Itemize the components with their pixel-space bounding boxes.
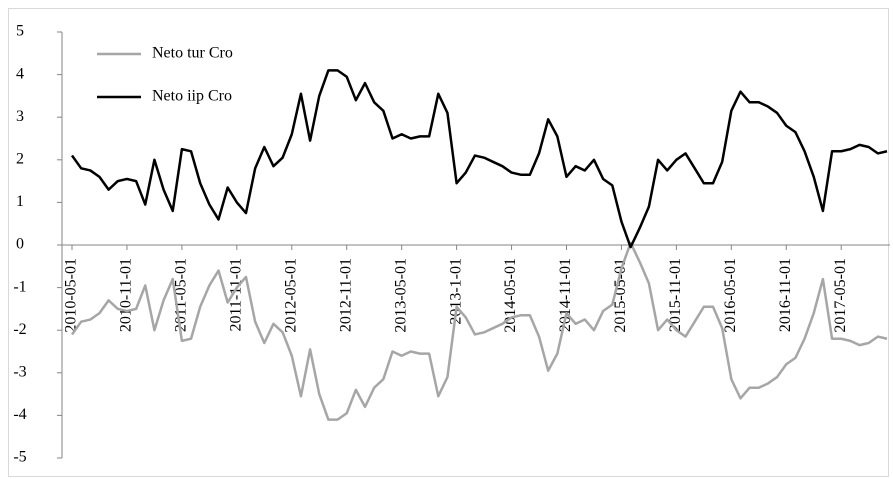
x-tick-label: 2015-11-01 — [667, 258, 684, 332]
x-tick-label: 2016-11-01 — [777, 258, 794, 332]
x-tick-label: 2013-1-01 — [447, 258, 464, 325]
y-tick-label: -1 — [13, 278, 26, 295]
x-tick-label: 2017-05-01 — [832, 258, 849, 333]
y-tick-label: -2 — [13, 321, 26, 338]
legend-label: Neto iip Cro — [152, 88, 232, 105]
x-tick-label: 2010-05-01 — [63, 258, 80, 333]
x-tick-label: 2011-11-01 — [228, 258, 245, 331]
series-line — [70, 69, 888, 249]
y-tick-label: 0 — [16, 236, 24, 253]
y-tick-label: 5 — [16, 23, 24, 40]
x-tick-label: 2014-05-01 — [502, 258, 519, 333]
y-tick-label: -5 — [13, 449, 26, 466]
y-tick-label: 2 — [16, 150, 24, 167]
x-tick-label: 2010-11-01 — [118, 258, 135, 332]
y-tick-label: 4 — [16, 65, 24, 82]
x-tick-label: 2016-05-01 — [722, 258, 739, 333]
chart-border — [8, 8, 889, 477]
series-line — [70, 241, 888, 421]
y-tick-label: -4 — [13, 406, 26, 423]
y-tick-label: -3 — [13, 363, 26, 380]
x-tick-label: 2013-05-01 — [392, 258, 409, 333]
legend-label: Neto tur Cro — [152, 45, 233, 62]
y-tick-label: 3 — [16, 108, 24, 125]
y-tick-label: 1 — [16, 193, 24, 210]
x-tick-label: 2014-11-01 — [557, 258, 574, 332]
x-tick-label: 2012-05-01 — [282, 258, 299, 333]
x-tick-label: 2015-05-01 — [612, 258, 629, 333]
x-tick-label: 2012-11-01 — [337, 258, 354, 332]
